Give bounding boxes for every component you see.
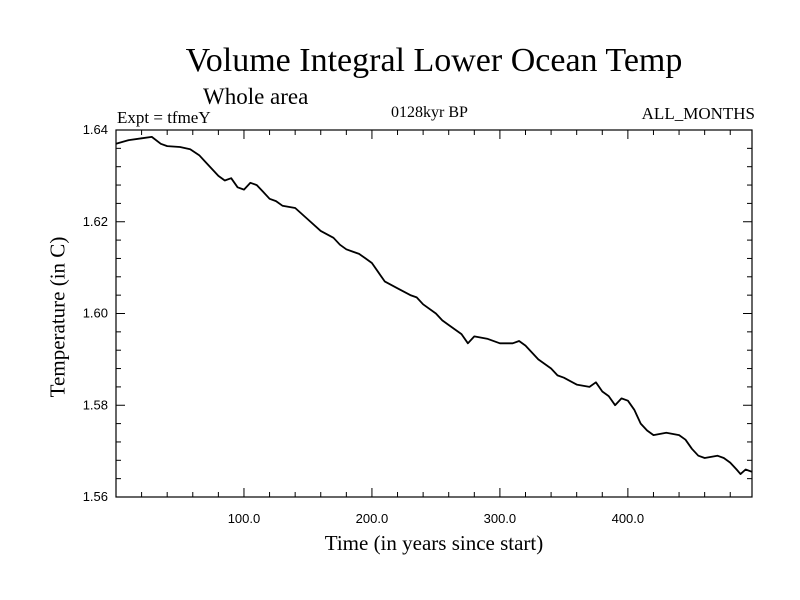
x-axis-label: Time (in years since start) xyxy=(324,531,544,555)
chart-subtitle: Whole area xyxy=(203,84,309,109)
x-tick-label: 400.0 xyxy=(612,511,645,526)
period-label: 0128kyr BP xyxy=(391,104,468,121)
tick-marks xyxy=(116,130,752,497)
x-tick-label: 100.0 xyxy=(228,511,261,526)
experiment-label: Expt = tfmeY xyxy=(117,108,211,127)
y-tick-label: 1.58 xyxy=(83,397,108,412)
months-label: ALL_MONTHS xyxy=(641,104,755,123)
y-tick-label: 1.56 xyxy=(83,489,108,504)
tick-labels: 100.0 200.0 300.0 400.0 1.56 1.58 1.60 1.62 1.64 xyxy=(83,122,644,526)
temperature-series-line xyxy=(115,136,753,475)
y-tick-label: 1.64 xyxy=(83,122,108,137)
plot-frame xyxy=(115,129,753,498)
x-tick-label: 200.0 xyxy=(356,511,389,526)
chart-title: Volume Integral Lower Ocean Temp xyxy=(185,42,683,79)
y-tick-label: 1.62 xyxy=(83,214,108,229)
x-tick-label: 300.0 xyxy=(484,511,517,526)
y-tick-label: 1.60 xyxy=(83,306,108,321)
